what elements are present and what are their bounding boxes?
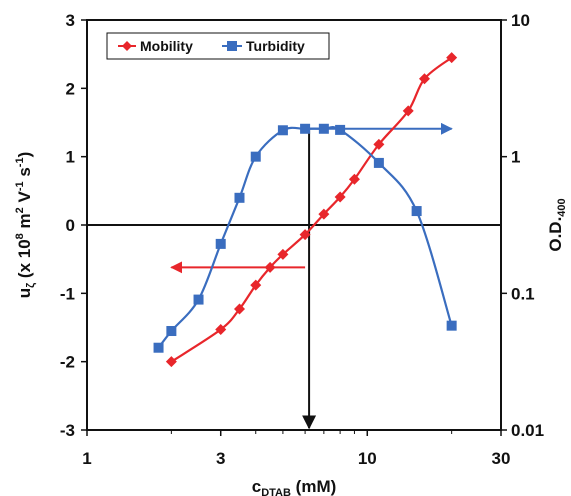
y-right-tick-label: 0.01: [511, 421, 544, 440]
turbidity-data-point: [193, 294, 204, 305]
turbidity-data-point: [318, 123, 329, 134]
y-right-tick-label: 10: [511, 11, 530, 30]
y-left-tick-label: 3: [66, 11, 75, 30]
legend-mobility-label: Mobility: [140, 38, 193, 54]
mobility-data-point: [348, 173, 360, 185]
mobility-data-point: [334, 191, 346, 203]
legend-mobility-marker-icon: [122, 41, 132, 51]
mobility-data-point: [299, 229, 311, 241]
mobility-data-point: [250, 279, 262, 291]
x-tick-label: 1: [82, 449, 91, 468]
annotation-layer: [170, 122, 453, 430]
mobility-data-point: [318, 208, 330, 220]
turbidity-data-point: [335, 124, 346, 135]
y-left-axis-title-part: u: [15, 288, 34, 298]
y-left-tick-label: -1: [60, 284, 75, 303]
x-axis-title-sub: DTAB: [261, 487, 291, 496]
legend-box: [106, 32, 330, 60]
mobility-data-point: [277, 248, 289, 260]
y-left-tick-label: -2: [60, 353, 75, 372]
turbidity-data-point: [411, 206, 422, 217]
y-left-axis-title-part: V: [15, 190, 34, 207]
x-axis-title-rest: (mM): [291, 477, 336, 496]
series-layer: [153, 52, 458, 368]
legend-turbidity-line-icon: [222, 41, 242, 51]
y-left-axis-title: uζ (x 108 m2 V-1 s-1): [14, 152, 37, 299]
x-tick-label: 30: [492, 449, 511, 468]
y-left-axis-title-part: ζ: [25, 283, 37, 288]
y-left-axis-title-part: m: [15, 213, 34, 233]
mobility-data-point: [373, 138, 385, 150]
turbidity-data-point: [234, 192, 245, 203]
mobility-data-point: [418, 73, 430, 85]
legend-turbidity-marker-icon: [227, 41, 237, 51]
y-left-axis-title-part: s: [15, 167, 34, 181]
turbidity-data-point: [215, 238, 226, 249]
y-left-tick-label: -3: [60, 421, 75, 440]
mobility-data-point: [446, 52, 458, 64]
mobility-series-line: [170, 56, 453, 363]
x-tick-label: 10: [358, 449, 377, 468]
x-tick-label: 3: [216, 449, 225, 468]
ticks-layer: 1 3 10 30 -3 -2 -1 0 1 2 3 0.01 0.1 1 10: [60, 11, 544, 468]
legend: Mobility Turbidity: [106, 32, 330, 60]
legend-turbidity-label: Turbidity: [246, 38, 305, 54]
turbidity-data-point: [153, 342, 164, 353]
mobility-data-point: [215, 324, 227, 336]
y-left-axis-title-part: (x 10: [15, 239, 34, 282]
y-right-axis-title-main: O.D.: [546, 217, 565, 252]
turbidity-data-point: [373, 157, 384, 168]
y-left-axis-title-part: -1: [14, 157, 26, 167]
y-left-axis-title-part: 8: [14, 233, 26, 239]
turbidity-data-point: [277, 125, 288, 136]
y-right-axis-title-sub: 400: [556, 198, 568, 216]
x-axis-title: cDTAB (mM): [252, 477, 337, 496]
legend-mobility-line-icon: [118, 41, 136, 51]
y-left-axis-title-part: ): [15, 152, 34, 158]
y-left-axis-title-part: -1: [14, 181, 26, 191]
turbidity-data-point: [446, 320, 457, 331]
mobility-data-point: [233, 303, 245, 315]
x-axis-title-main: c: [252, 477, 261, 496]
turbidity-data-point: [300, 123, 311, 134]
y-right-tick-label: 0.1: [511, 284, 535, 303]
y-left-tick-label: 0: [66, 216, 75, 235]
y-left-axis-title-part: 2: [14, 207, 26, 213]
turbidity-data-point: [250, 151, 261, 162]
y-right-tick-label: 1: [511, 148, 520, 167]
y-right-axis-title: O.D.400: [546, 198, 568, 251]
mobility-data-point: [264, 261, 276, 273]
y-left-tick-label: 2: [66, 79, 75, 98]
y-left-tick-label: 1: [66, 148, 75, 167]
mobility-data-point: [165, 356, 177, 368]
mobility-data-point: [402, 105, 414, 117]
turbidity-data-point: [166, 326, 177, 337]
